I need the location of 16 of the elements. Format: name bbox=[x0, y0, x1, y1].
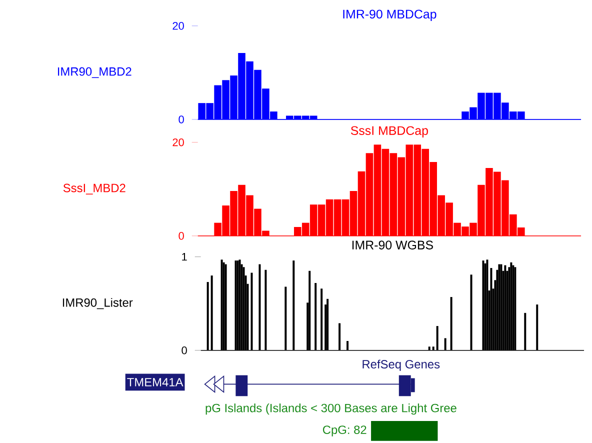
y-tick-label: 20 bbox=[172, 22, 184, 30]
text: TMEM41A bbox=[127, 378, 184, 386]
chart-title: IMR-90 MBDCap bbox=[343, 10, 436, 22]
text: CpG: 82 bbox=[322, 426, 366, 436]
chart-title: SssI MBDCap bbox=[350, 126, 428, 138]
y-tick-label: 20 bbox=[172, 138, 184, 146]
y-tick-label: 0 bbox=[182, 346, 187, 354]
y-tick-label: 0 bbox=[178, 116, 184, 124]
y-tick-label: 1 bbox=[182, 253, 187, 261]
y-tick-label: 0 bbox=[178, 232, 184, 240]
y-axis-title: IMR90_Lister bbox=[62, 298, 133, 310]
y-axis-title: SssI_MBD2 bbox=[63, 184, 126, 195]
text: RefSeq Genes bbox=[362, 360, 440, 371]
y-axis-title: IMR90_MBD2 bbox=[58, 67, 132, 78]
chart-title: IMR-90 WGBS bbox=[352, 240, 433, 250]
text: pG Islands (Islands < 300 Bases are Light Gree bbox=[206, 404, 456, 415]
